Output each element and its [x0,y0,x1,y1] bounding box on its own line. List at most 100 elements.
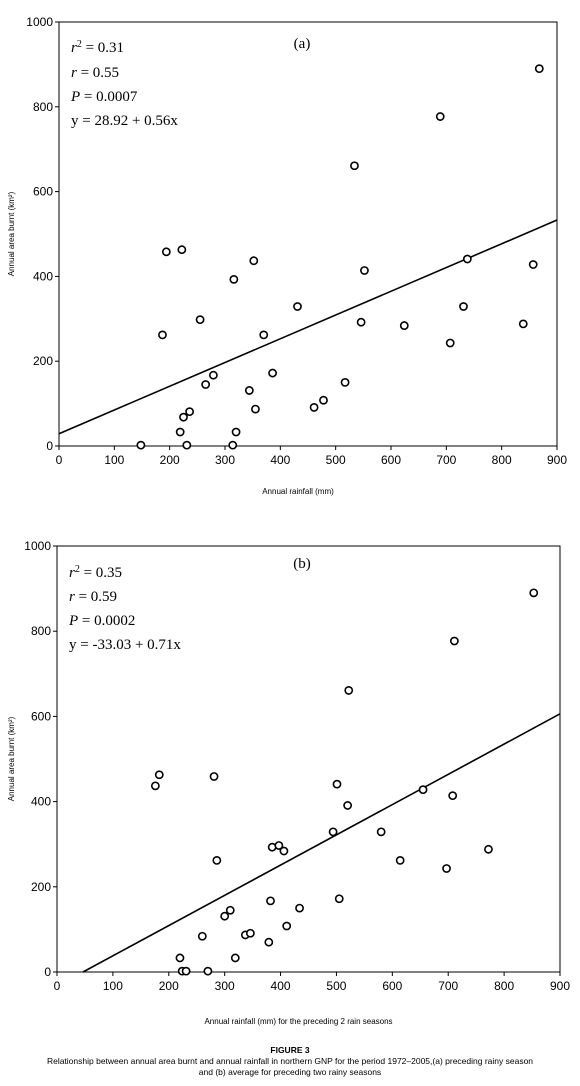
y-tick-label: 1000 [26,15,53,29]
data-point [350,161,359,171]
figure-caption-line-2: and (b) average for preceding two rainy … [198,1067,382,1077]
x-tick-label: 500 [326,453,346,467]
x-tick-label: 100 [104,453,124,467]
y-axis-label: Annual area burnt (km²) [7,716,16,801]
y-tick-label: 800 [31,624,51,638]
stat-p-symbol: P [70,89,80,105]
data-point [529,588,539,598]
x-tick-label: 300 [215,979,235,993]
data-point [340,377,350,387]
data-point [328,827,338,837]
x-tick-label: 400 [270,453,290,467]
data-point [150,781,160,791]
regression-equation: y = 28.92 + 0.56x [71,113,178,129]
data-point [449,636,459,646]
scatter-panel-a: 0 100 200 300 400 500 600 700 800 900 0 200 400 600 80… [7,15,567,496]
x-axis-label: Annual rainfall (mm) for the preceding 2… [204,1017,392,1026]
data-point [179,412,188,422]
panel-label: (a) [294,36,311,52]
panel-label: (b) [293,556,311,572]
data-point [228,440,238,450]
y-tick-label: 600 [33,185,53,199]
x-tick-label: 400 [271,979,291,993]
data-point [295,903,304,913]
stat-p-value: = 0.0002 [78,613,135,629]
stat-p-value: = 0.0007 [80,89,138,105]
data-point [332,779,342,789]
data-point [459,302,468,311]
y-tick-label: 1000 [24,539,51,553]
data-point [418,785,428,795]
x-tick-label: 500 [326,979,346,993]
stat-p: P = 0.0007 [70,89,138,105]
data-point [282,921,292,931]
data-point [445,338,455,348]
x-tick-label: 600 [381,453,401,467]
data-point [209,772,219,781]
x-tick-label: 800 [494,979,514,993]
data-point [462,254,472,264]
y-tick-label: 0 [46,439,53,453]
data-point [249,256,259,266]
plot-frame [56,545,561,973]
data-point [279,846,289,856]
y-tick-label: 400 [31,795,51,809]
stat-r-squared-exponent: 2 [75,564,80,575]
stat-p-symbol: P [68,613,78,629]
stat-r-squared-symbol: r [71,40,77,56]
x-axis-label: Annual rainfall (mm) [262,487,334,496]
data-point [208,370,218,380]
data-point [319,395,328,405]
data-point [309,403,319,412]
data-point [181,966,191,976]
stat-r-squared-value: = 0.35 [80,565,122,581]
figure-caption-line-1: Relationship between annual area burnt a… [46,1056,534,1066]
data-point [534,64,544,74]
data-point [154,770,164,780]
y-tick-label: 0 [44,965,51,979]
data-point [177,245,187,255]
data-point [158,330,167,340]
data-point [268,368,277,378]
data-point [376,827,386,837]
data-point [195,315,205,325]
stat-r-squared-value: = 0.31 [82,40,124,56]
data-point [435,112,445,121]
data-point [225,905,235,915]
x-tick-label: 200 [159,979,179,993]
data-point [175,427,185,437]
data-point [399,321,409,330]
stat-r-squared: r2 = 0.31 [71,39,124,57]
data-point [182,440,192,450]
x-tick-label: 900 [550,979,570,993]
y-tick-label: 400 [33,269,53,283]
data-point [212,855,222,865]
x-tick-label: 0 [54,979,61,993]
stat-r-value: = 0.55 [77,65,119,81]
figure-label: FIGURE 3 [270,1045,310,1055]
data-point [343,801,353,810]
data-point [264,937,274,947]
x-tick-label: 200 [160,453,180,467]
data-point [484,844,493,854]
regression-equation: y = -33.03 + 0.71x [69,637,181,653]
data-point [356,317,366,327]
x-tick-label: 800 [492,453,512,467]
data-point [448,791,458,801]
data-point [274,841,284,850]
data-point [442,864,451,873]
y-tick-label: 200 [33,354,53,368]
x-tick-label: 0 [56,453,63,467]
y-axis-label: Annual area burnt (km²) [7,191,16,276]
stat-r-value: = 0.59 [75,589,117,605]
data-point [185,407,194,417]
x-tick-label: 700 [436,453,456,467]
data-point [203,966,213,976]
x-tick-label: 100 [103,979,123,993]
stat-r-squared: r2 = 0.35 [69,564,122,582]
x-tick-label: 600 [382,979,402,993]
data-point [229,274,239,284]
y-tick-label: 200 [31,880,51,894]
scatter-panel-b: 0 100 200 300 400 500 600 700 800 900 0 200 400 600 80… [7,539,570,1026]
data-point [360,266,369,275]
